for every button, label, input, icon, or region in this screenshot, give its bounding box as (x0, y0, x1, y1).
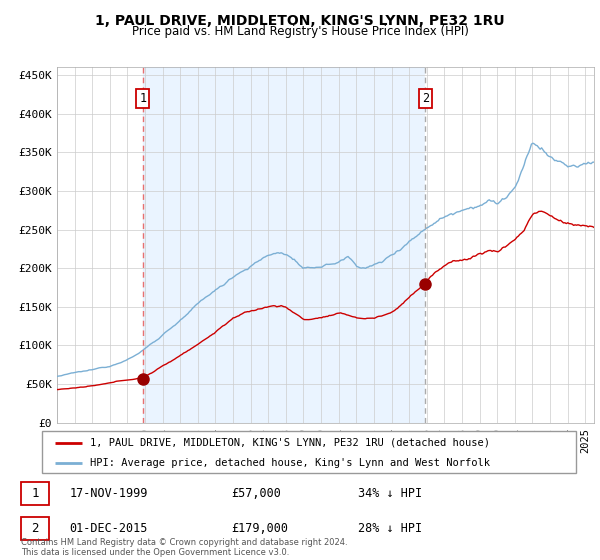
Text: 01-DEC-2015: 01-DEC-2015 (70, 522, 148, 535)
FancyBboxPatch shape (20, 483, 49, 505)
Text: 17-NOV-1999: 17-NOV-1999 (70, 487, 148, 501)
Text: 2: 2 (31, 522, 39, 535)
Text: 1, PAUL DRIVE, MIDDLETON, KING'S LYNN, PE32 1RU: 1, PAUL DRIVE, MIDDLETON, KING'S LYNN, P… (95, 14, 505, 28)
Text: 1: 1 (31, 487, 39, 501)
Text: 1, PAUL DRIVE, MIDDLETON, KING'S LYNN, PE32 1RU (detached house): 1, PAUL DRIVE, MIDDLETON, KING'S LYNN, P… (90, 438, 490, 448)
Text: 28% ↓ HPI: 28% ↓ HPI (358, 522, 422, 535)
FancyBboxPatch shape (20, 517, 49, 540)
Text: 34% ↓ HPI: 34% ↓ HPI (358, 487, 422, 501)
Text: 1: 1 (139, 92, 146, 105)
Bar (143, 67, 425, 423)
Bar (425, 67, 594, 423)
Bar (57, 67, 143, 423)
Text: HPI: Average price, detached house, King's Lynn and West Norfolk: HPI: Average price, detached house, King… (90, 458, 490, 468)
Text: 2: 2 (422, 92, 429, 105)
Text: Contains HM Land Registry data © Crown copyright and database right 2024.
This d: Contains HM Land Registry data © Crown c… (21, 538, 347, 557)
Text: £57,000: £57,000 (231, 487, 281, 501)
Text: Price paid vs. HM Land Registry's House Price Index (HPI): Price paid vs. HM Land Registry's House … (131, 25, 469, 38)
Text: £179,000: £179,000 (231, 522, 288, 535)
